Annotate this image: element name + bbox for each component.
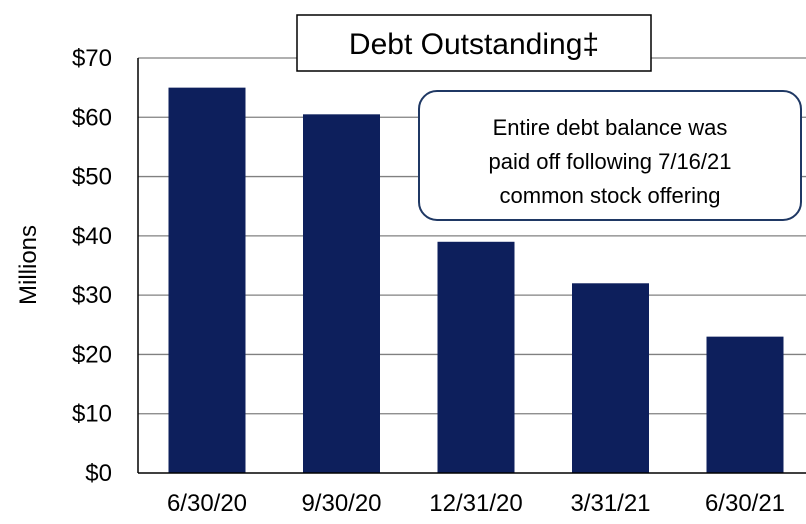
y-axis-label: Millions [15, 225, 42, 305]
y-tick-label: $30 [72, 282, 112, 309]
y-tick-label: $70 [72, 45, 112, 72]
annotation-callout: Entire debt balance was paid off followi… [418, 90, 802, 221]
y-tick-label: $50 [72, 164, 112, 191]
chart-title: Debt Outstanding‡ [349, 28, 599, 61]
chart-title-box: Debt Outstanding‡ [296, 14, 652, 72]
x-tick-label: 6/30/20 [167, 490, 247, 517]
bars [168, 87, 784, 474]
x-tick-label: 12/31/20 [429, 490, 522, 517]
x-tick-label: 3/31/21 [570, 490, 650, 517]
y-tick-label: $60 [72, 104, 112, 131]
annotation-line-2: paid off following 7/16/21 [489, 149, 732, 174]
x-tick-label: 9/30/20 [301, 490, 381, 517]
y-tick-label: $20 [72, 341, 112, 368]
y-tick-label: $10 [72, 401, 112, 428]
x-tick-label: 6/30/21 [705, 490, 785, 517]
bar-3-31-21 [572, 283, 649, 473]
bar-9-30-20 [303, 114, 380, 474]
annotation-line-1: Entire debt balance was [493, 115, 728, 140]
bar-6-30-21 [706, 336, 784, 473]
bar-12-31-20 [437, 241, 515, 473]
bar-6-30-20 [168, 87, 246, 474]
annotation-line-3: common stock offering [500, 183, 721, 208]
y-tick-label: $40 [72, 223, 112, 250]
x-tick-labels: 6/30/20 9/30/20 12/31/20 3/31/21 6/30/21 [167, 490, 785, 517]
y-tick-label: $0 [85, 460, 112, 487]
y-tick-labels: $0 $10 $20 $30 $40 $50 $60 $70 [72, 45, 112, 487]
